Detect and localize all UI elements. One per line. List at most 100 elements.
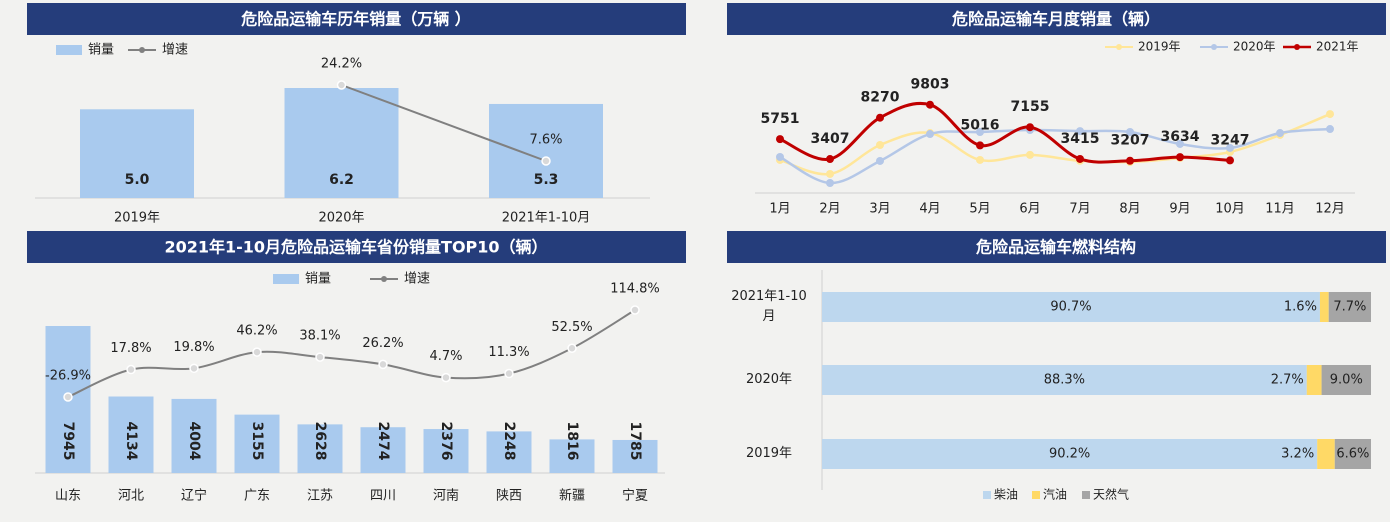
bar-label: 7945	[60, 422, 76, 461]
bar	[549, 439, 595, 473]
y-tick-label-box: 2020年	[746, 372, 792, 387]
growth-label: 52.5%	[551, 320, 592, 335]
growth-label: 24.2%	[321, 57, 362, 72]
chart-title: 2021年1-10月危险品运输车省份销量TOP10（辆）	[164, 238, 547, 257]
title-bar	[727, 231, 1386, 263]
data-label: 3634	[1161, 129, 1200, 145]
growth-point	[567, 343, 577, 354]
legend-label: 2020年	[1233, 40, 1276, 54]
bar-label: 1785	[627, 422, 643, 461]
x-tick-label: 5月	[969, 202, 990, 217]
series-point	[876, 141, 884, 150]
data-label: 5016	[961, 117, 1000, 133]
series-point	[1026, 123, 1034, 132]
data-label: 90.7%	[1050, 300, 1091, 315]
bar-label: 2628	[312, 422, 328, 461]
series-point	[1326, 110, 1334, 119]
legend-label: 增速	[404, 272, 430, 287]
bar	[423, 429, 469, 473]
series-point	[1076, 127, 1084, 136]
x-tick-label: 江苏	[307, 488, 333, 504]
series-line	[779, 102, 1231, 164]
legend-swatch	[1116, 44, 1122, 50]
legend-swatch	[1032, 491, 1040, 499]
growth-point	[378, 359, 388, 370]
growth-point	[441, 372, 451, 383]
title-bar	[727, 3, 1386, 35]
data-label: 9.0%	[1330, 373, 1363, 388]
series-point	[876, 156, 884, 165]
x-tick-label: 11月	[1265, 202, 1295, 217]
series-point	[776, 152, 784, 161]
bar-label: 6.2	[329, 172, 354, 188]
bar-segment	[822, 439, 1318, 469]
bar	[108, 396, 154, 473]
growth-label: 7.6%	[529, 133, 562, 148]
x-tick-label: 河北	[118, 489, 144, 504]
growth-label: 114.8%	[610, 282, 660, 297]
data-label: 3407	[811, 131, 850, 147]
x-tick-label: 陕西	[496, 489, 522, 504]
x-tick-label: 1月	[769, 202, 790, 217]
x-tick-label: 10月	[1215, 202, 1245, 217]
data-label: 3247	[1211, 132, 1250, 148]
growth-label: 46.2%	[236, 324, 277, 339]
series-point	[976, 155, 984, 164]
bar-label: 3155	[249, 422, 265, 461]
x-tick-label: 4月	[919, 202, 940, 217]
x-tick-label: 宁夏	[622, 488, 648, 504]
legend-swatch	[139, 47, 145, 53]
bar-segment	[1321, 365, 1371, 395]
bar	[80, 109, 194, 198]
series-point	[1126, 128, 1134, 137]
series-point	[926, 100, 934, 109]
bar	[486, 431, 532, 473]
bar	[612, 439, 658, 473]
growth-point	[336, 80, 347, 90]
bar	[171, 398, 217, 473]
chart-title: 危险品运输车历年销量（万辆 ）	[241, 10, 471, 29]
legend-label: 2021年	[1316, 40, 1359, 54]
growth-point	[315, 352, 325, 362]
legend-swatch	[273, 274, 299, 284]
data-label: 3415	[1061, 131, 1100, 147]
growth-point	[126, 364, 136, 375]
y-tick-label-box: 2019年	[746, 446, 792, 461]
bar	[489, 103, 603, 198]
series-point	[1326, 125, 1334, 134]
legend-swatch	[381, 276, 387, 282]
legend-label: 增速	[162, 43, 188, 58]
legend-swatch	[56, 45, 82, 55]
legend-label: 销量	[305, 272, 331, 287]
growth-point	[189, 363, 199, 374]
legend-swatch	[1294, 44, 1300, 50]
bar-label: 2474	[375, 422, 391, 461]
series-point	[926, 130, 934, 139]
growth-label: -26.9%	[45, 369, 91, 384]
bar-segment	[1306, 365, 1322, 395]
x-tick-label: 2021年1-10月	[502, 211, 591, 226]
growth-line	[341, 84, 547, 162]
bar-segment	[1319, 292, 1329, 322]
bar-label: 4004	[186, 422, 202, 461]
bar-segment	[822, 365, 1307, 395]
growth-line	[67, 309, 636, 398]
x-tick-label: 2020年	[318, 211, 364, 226]
bar-segment	[822, 292, 1320, 322]
data-label: 7155	[1011, 99, 1050, 115]
x-tick-label: 9月	[1169, 202, 1190, 217]
x-tick-label: 山东	[55, 489, 81, 504]
series-point	[1276, 129, 1284, 138]
x-tick-label: 辽宁	[181, 488, 207, 504]
data-label: 3.2%	[1281, 447, 1314, 462]
series-point	[976, 141, 984, 150]
series-point	[1226, 156, 1234, 165]
chart-title: 危险品运输车月度销量（辆）	[952, 10, 1160, 29]
bar	[234, 414, 280, 473]
series-point	[826, 178, 834, 187]
growth-point	[63, 392, 73, 402]
bar-label: 4134	[123, 422, 139, 461]
x-tick-label: 12月	[1315, 202, 1345, 217]
bar-label: 5.3	[534, 172, 559, 188]
